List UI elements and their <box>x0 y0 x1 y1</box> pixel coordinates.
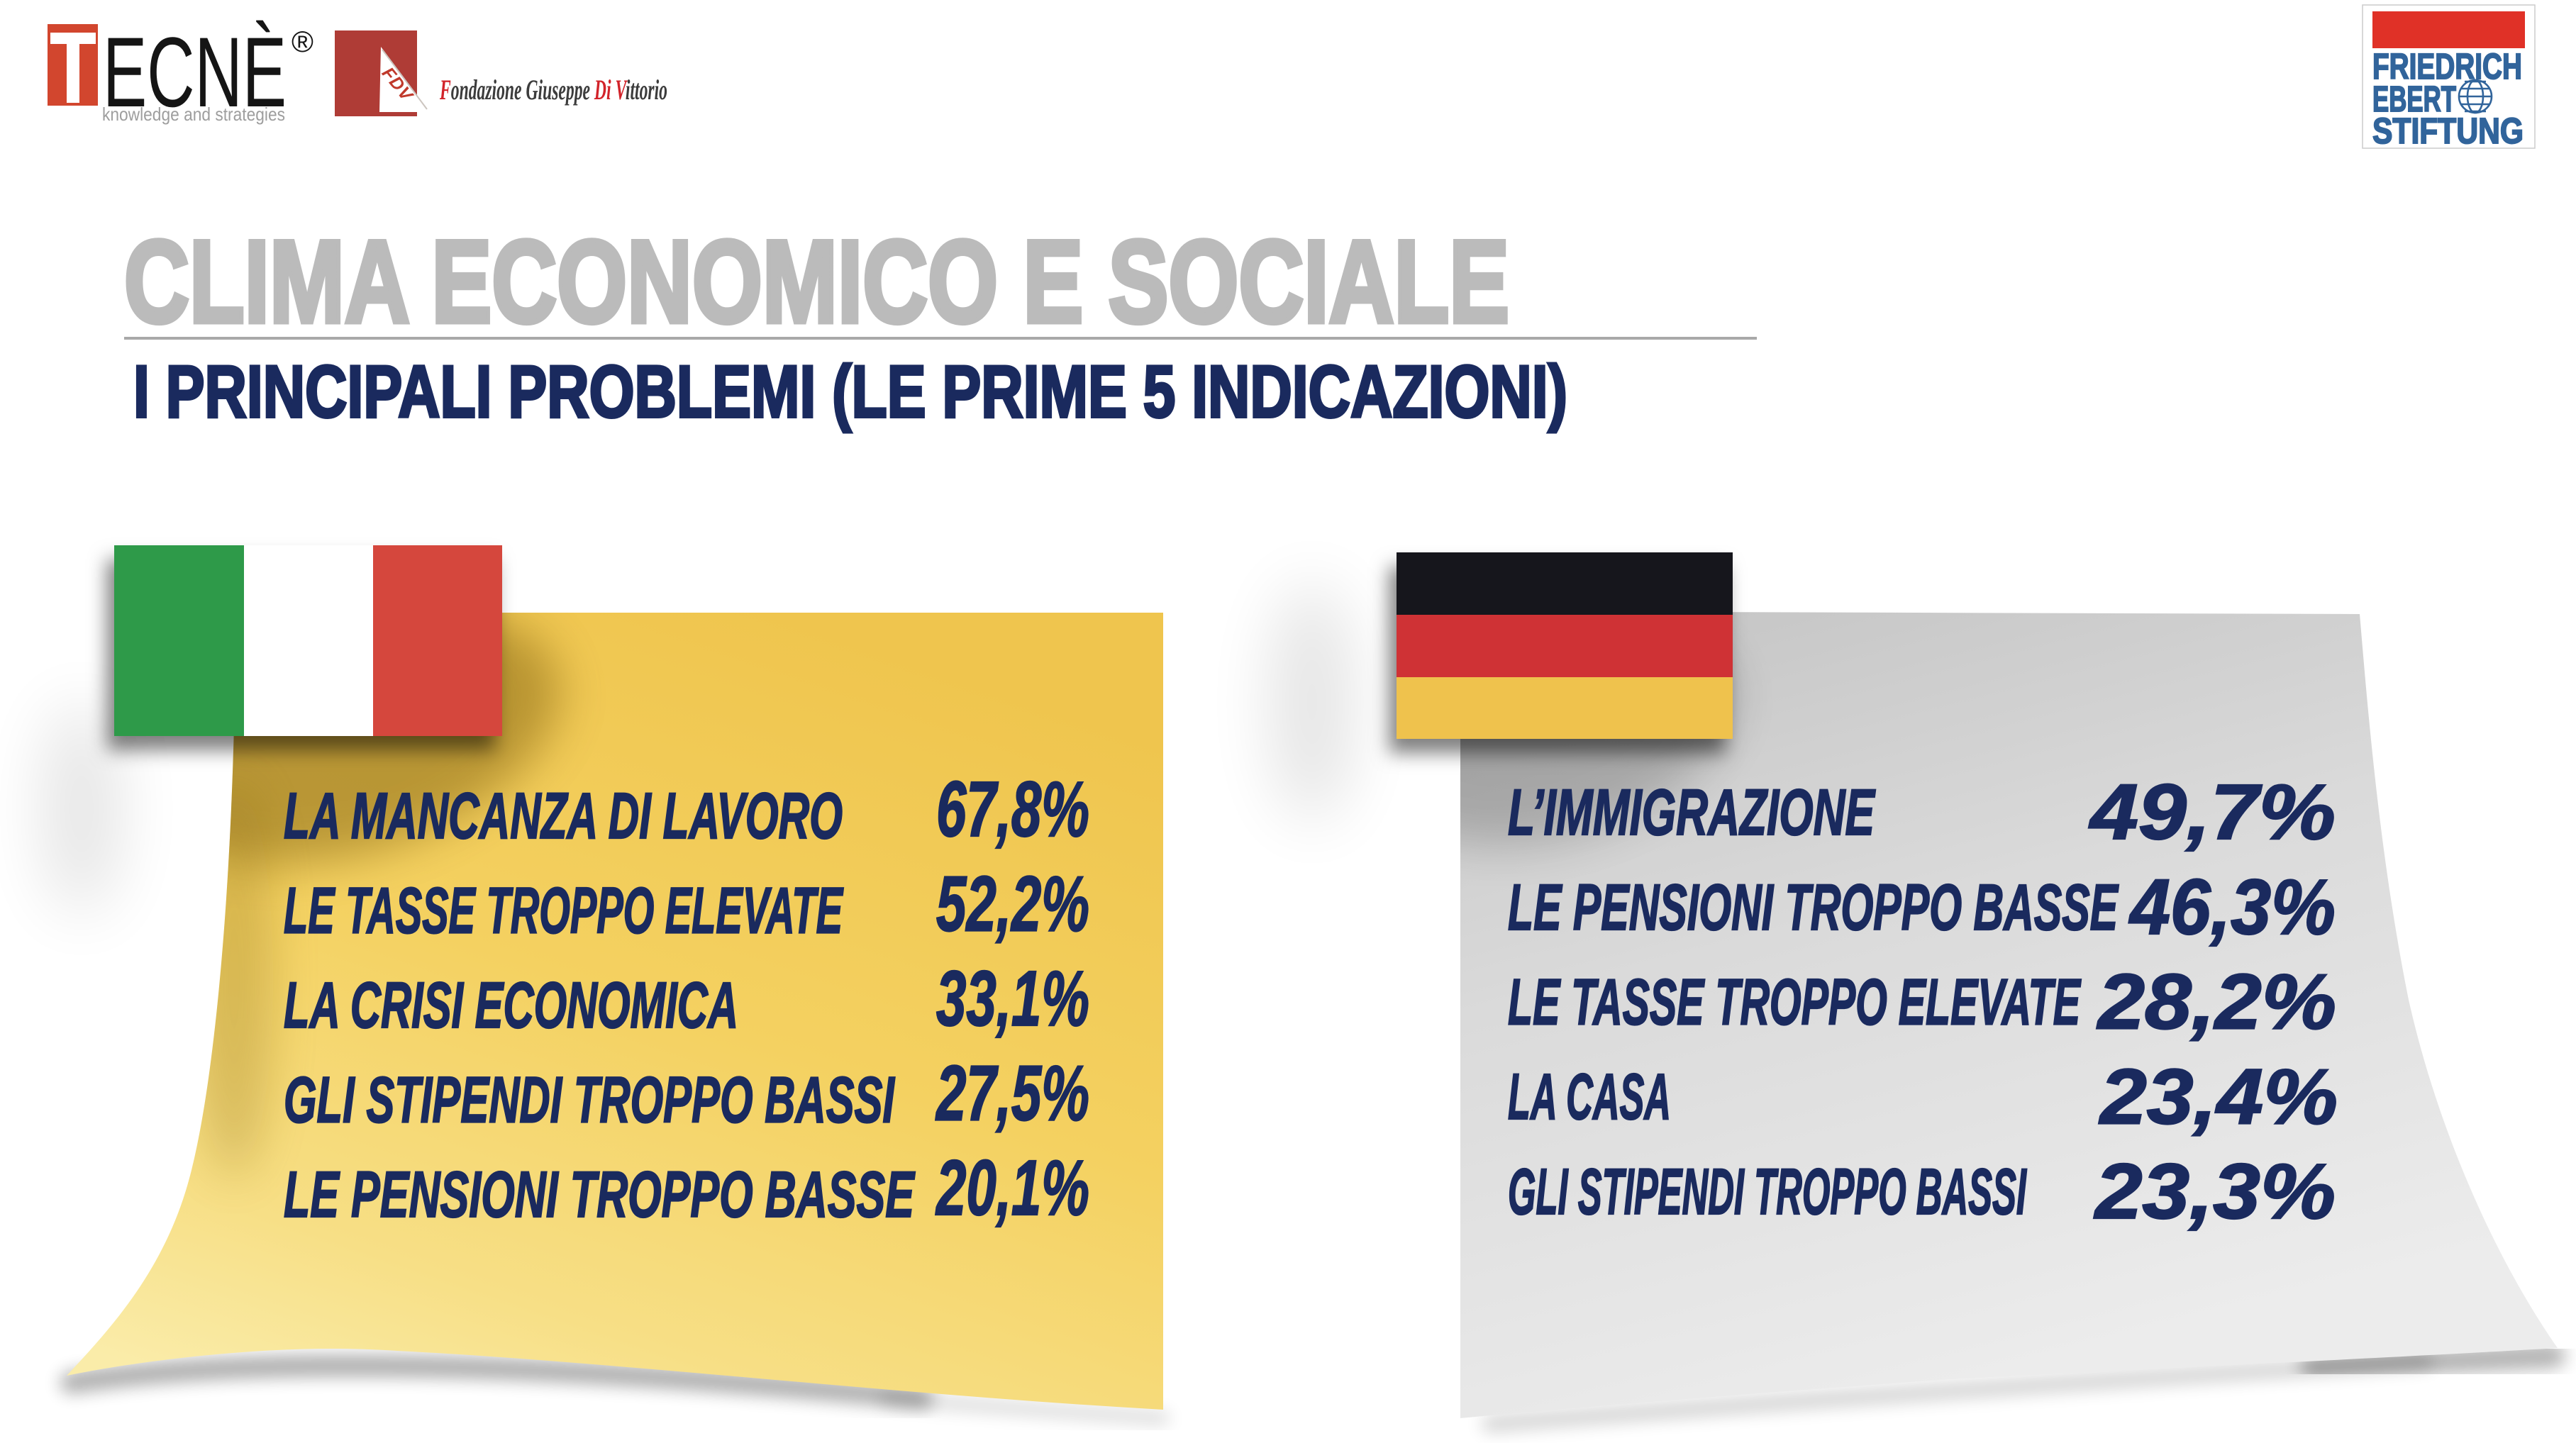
svg-text:knowledge and strategies: knowledge and strategies <box>102 104 285 125</box>
svg-text:LE PENSIONI TROPPO BASSE: LE PENSIONI TROPPO BASSE <box>284 1159 916 1231</box>
svg-text:27,5%: 27,5% <box>936 1050 1089 1137</box>
svg-text:ECNÈ: ECNÈ <box>103 16 287 128</box>
svg-text:GLI STIPENDI TROPPO BASSI: GLI STIPENDI TROPPO BASSI <box>284 1064 896 1137</box>
svg-text:LE TASSE TROPPO ELEVATE: LE TASSE TROPPO ELEVATE <box>284 875 844 947</box>
svg-text:33,1%: 33,1% <box>936 955 1089 1042</box>
svg-text:STIFTUNG: STIFTUNG <box>2372 111 2524 151</box>
svg-text:LA CASA: LA CASA <box>1508 1061 1671 1133</box>
svg-text:GLI STIPENDI TROPPO BASSI: GLI STIPENDI TROPPO BASSI <box>1508 1156 2027 1228</box>
svg-text:46,3%: 46,3% <box>2128 864 2336 951</box>
svg-text:67,8%: 67,8% <box>936 766 1089 853</box>
svg-text:LE PENSIONI TROPPO BASSE: LE PENSIONI TROPPO BASSE <box>1508 871 2119 944</box>
svg-text:LE TASSE TROPPO ELEVATE: LE TASSE TROPPO ELEVATE <box>1508 966 2082 1039</box>
svg-text:LA MANCANZA DI LAVORO: LA MANCANZA DI LAVORO <box>284 780 843 852</box>
svg-text:EBERT: EBERT <box>2372 79 2456 119</box>
svg-text:LA CRISI ECONOMICA: LA CRISI ECONOMICA <box>284 969 738 1042</box>
svg-text:Fondazione Giuseppe Di Vittori: Fondazione Giuseppe Di Vittorio <box>439 74 667 106</box>
svg-text:23,3%: 23,3% <box>2094 1148 2336 1235</box>
svg-text:FRIEDRICH: FRIEDRICH <box>2372 46 2522 87</box>
svg-text:49,7%: 49,7% <box>2089 769 2336 856</box>
svg-text:52,2%: 52,2% <box>936 861 1089 948</box>
svg-text:23,4%: 23,4% <box>2099 1053 2338 1140</box>
svg-text:28,2%: 28,2% <box>2097 959 2336 1046</box>
svg-text:L’IMMIGRAZIONE: L’IMMIGRAZIONE <box>1508 776 1876 849</box>
svg-text:I PRINCIPALI PROBLEMI (LE PRIM: I PRINCIPALI PROBLEMI (LE PRIME 5 INDICA… <box>133 351 1567 433</box>
svg-text:®: ® <box>292 25 313 58</box>
svg-text:20,1%: 20,1% <box>936 1144 1089 1232</box>
svg-text:CLIMA ECONOMICO E SOCIALE: CLIMA ECONOMICO E SOCIALE <box>124 216 1509 347</box>
